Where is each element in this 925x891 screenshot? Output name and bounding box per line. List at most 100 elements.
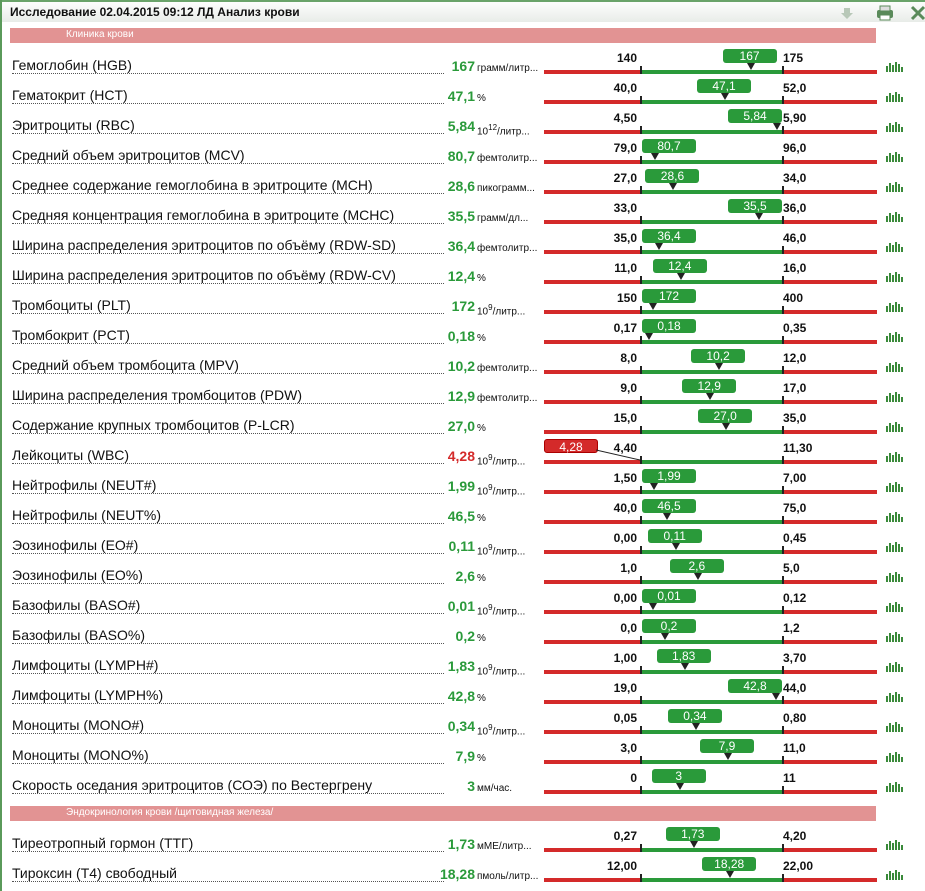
- result-row: Тиреотропный гормон (ТТГ) 1,73 мМЕ/литр...…: [2, 827, 925, 858]
- history-chart-icon[interactable]: [886, 242, 904, 252]
- history-chart-icon[interactable]: [886, 212, 904, 222]
- range-normal: [640, 250, 782, 254]
- history-chart-icon[interactable]: [886, 722, 904, 732]
- unit-text: /литр...: [492, 666, 526, 678]
- unit-text: /литр...: [492, 606, 526, 618]
- range-high: 17,0: [783, 381, 807, 395]
- history-chart-icon[interactable]: [886, 152, 904, 162]
- marker-pointer: [651, 153, 660, 160]
- icon-bar: [895, 602, 897, 612]
- tick: [782, 844, 784, 852]
- icon-bar: [886, 726, 888, 732]
- history-chart-icon[interactable]: [886, 392, 904, 402]
- icon-bar: [889, 633, 891, 642]
- marker-pointer: [644, 333, 653, 340]
- unit-text: /литр...: [492, 306, 526, 318]
- test-value: 5,84: [447, 118, 475, 134]
- icon-bar: [895, 452, 897, 462]
- pointer-arrow: [671, 543, 680, 550]
- history-chart-icon[interactable]: [886, 62, 904, 72]
- icon-bar: [889, 333, 891, 342]
- tick: [640, 396, 642, 404]
- test-name: Ширина распределения эритроцитов по объё…: [12, 237, 397, 253]
- unit-base: 10: [477, 126, 489, 138]
- history-chart-icon[interactable]: [886, 512, 904, 522]
- unit-base: 10: [477, 456, 489, 468]
- result-row: Нейтрофилы (NEUT#) 1,99 109/литр... 1,50 7,0…: [2, 469, 925, 500]
- icon-bar: [892, 365, 894, 372]
- leader-dots: [12, 703, 444, 704]
- unit-text: /литр...: [492, 456, 526, 468]
- pointer-arrow: [755, 213, 764, 220]
- header: Исследование 02.04.2015 09:12 ЛД Анализ …: [2, 0, 925, 22]
- leader-dots: [12, 163, 444, 164]
- history-chart-icon[interactable]: [886, 332, 904, 342]
- history-chart-icon[interactable]: [886, 870, 904, 880]
- range-high: 46,0: [783, 231, 807, 245]
- range-low: 15,0: [613, 411, 637, 425]
- test-name: Лимфоциты (LYMPH%): [12, 687, 165, 703]
- icon-bar: [901, 67, 903, 72]
- leader-dots: [12, 343, 444, 344]
- history-chart-icon[interactable]: [886, 542, 904, 552]
- history-chart-icon[interactable]: [886, 302, 904, 312]
- test-unit: пмоль/литр...: [477, 871, 538, 882]
- print-icon[interactable]: [877, 5, 893, 21]
- icon-bar: [895, 242, 897, 252]
- history-chart-icon[interactable]: [886, 602, 904, 612]
- history-chart-icon[interactable]: [886, 572, 904, 582]
- history-chart-icon[interactable]: [886, 92, 904, 102]
- history-chart-icon[interactable]: [886, 422, 904, 432]
- test-name: Лейкоциты (WBC): [12, 447, 131, 463]
- leader-dots: [12, 133, 444, 134]
- history-chart-icon[interactable]: [886, 782, 904, 792]
- test-unit: 109/литр...: [477, 303, 525, 317]
- value-marker: 1,83: [656, 649, 711, 663]
- test-name: Базофилы (BASO#): [12, 597, 142, 613]
- unit-text: фемтолитр...: [477, 363, 538, 374]
- marker-pointer: [649, 303, 658, 310]
- test-unit: %: [477, 693, 486, 704]
- unit-text: пикограмм...: [477, 183, 535, 194]
- icon-bar: [901, 127, 903, 132]
- marker-pointer: [722, 423, 731, 430]
- history-chart-icon[interactable]: [886, 272, 904, 282]
- icon-bar: [895, 662, 897, 672]
- icon-bar: [895, 542, 897, 552]
- range-above: [782, 100, 877, 104]
- icon-bar: [901, 637, 903, 642]
- icon-bar: [895, 722, 897, 732]
- range-normal: [640, 280, 782, 284]
- icon-bar: [889, 393, 891, 402]
- result-row: Эритроциты (RBC) 5,84 1012/литр... 4,50 5,90…: [2, 109, 925, 140]
- history-chart-icon[interactable]: [886, 662, 904, 672]
- range-low: 11,0: [614, 261, 637, 275]
- close-icon[interactable]: [910, 5, 925, 21]
- history-chart-icon[interactable]: [886, 482, 904, 492]
- range-high: 400: [783, 291, 804, 305]
- range-low: 1,0: [620, 561, 637, 575]
- leader-dots: [12, 553, 444, 554]
- icon-bar: [889, 783, 891, 792]
- range-below: [544, 878, 640, 882]
- range-above: [782, 370, 877, 374]
- tick: [640, 186, 642, 194]
- range-high: 44,0: [783, 681, 807, 695]
- download-icon[interactable]: [841, 8, 853, 19]
- icon-bar: [898, 784, 900, 792]
- result-row: Гемоглобин (HGB) 167 грамм/литр... 140 175 16…: [2, 49, 925, 80]
- history-chart-icon[interactable]: [886, 692, 904, 702]
- history-chart-icon[interactable]: [886, 632, 904, 642]
- result-row: Средний объем эритроцитов (MCV) 80,7 фемто…: [2, 139, 925, 170]
- history-chart-icon[interactable]: [886, 752, 904, 762]
- history-chart-icon[interactable]: [886, 362, 904, 372]
- pointer-arrow: [669, 183, 678, 190]
- history-chart-icon[interactable]: [886, 840, 904, 850]
- range-below: [544, 190, 640, 194]
- result-row: Скорость оседания эритроцитов (СОЭ) по В…: [2, 769, 925, 800]
- unit-base: 10: [477, 486, 489, 498]
- icon-bar: [892, 843, 894, 850]
- history-chart-icon[interactable]: [886, 452, 904, 462]
- history-chart-icon[interactable]: [886, 122, 904, 132]
- history-chart-icon[interactable]: [886, 182, 904, 192]
